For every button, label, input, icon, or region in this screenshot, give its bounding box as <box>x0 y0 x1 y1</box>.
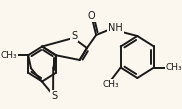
Text: CH₃: CH₃ <box>102 80 119 89</box>
Text: NH: NH <box>108 23 123 33</box>
Text: CH₃: CH₃ <box>1 51 17 60</box>
Text: S: S <box>51 91 57 101</box>
Text: O: O <box>88 11 95 21</box>
Text: CH₃: CH₃ <box>166 63 182 72</box>
Text: S: S <box>71 31 77 41</box>
